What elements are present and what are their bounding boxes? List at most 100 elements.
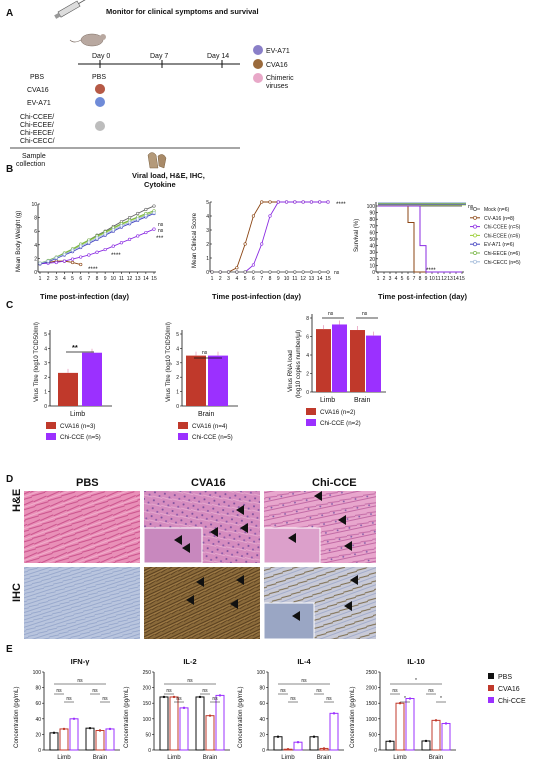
sig-label: * (415, 678, 417, 684)
c3-ytick-label: 6 (306, 335, 309, 341)
sig-label: ns (202, 688, 208, 694)
e-legend-cva16: CVA16 (498, 686, 520, 693)
c3-legend-chi: Chi-CCE (n=2) (320, 420, 361, 427)
data-point (408, 697, 412, 700)
ytick-label: 0 (374, 748, 377, 754)
arrowhead-icon (344, 601, 352, 611)
group-cva16: CVA16 (27, 87, 49, 94)
sig-label: ns (102, 696, 108, 702)
bar (82, 352, 102, 406)
c2-legend-chi-swatch (178, 433, 188, 440)
data-point (322, 747, 326, 750)
e-legend-pbs-swatch (488, 673, 494, 679)
e-legend-chi-swatch (488, 697, 494, 703)
score-xtick-label: 6 (252, 276, 255, 282)
survival-xtick-label: 5 (401, 276, 404, 282)
weight-xtick-label: 9 (104, 276, 107, 282)
weight-xtick-label: 7 (87, 276, 90, 282)
data-point (326, 200, 330, 204)
data-point (293, 200, 297, 204)
c3-ytick-label: 2 (306, 372, 309, 378)
ytick-label: 0 (148, 748, 151, 754)
bar (385, 740, 395, 751)
c2-ytick-label: 1 (176, 390, 179, 396)
data-point (301, 270, 305, 274)
ytick-label: 100 (33, 670, 42, 676)
ytick-label: 60 (35, 701, 41, 707)
category-label: Limb (281, 754, 295, 761)
survival-ytick-label: 90 (369, 211, 375, 217)
bar (195, 696, 205, 751)
cytokine-title: IL-4 (297, 657, 311, 666)
data-point (268, 200, 272, 204)
bar (159, 696, 169, 751)
data-point (251, 263, 256, 267)
ev-a71-dot (95, 97, 105, 107)
survival-ytick-label: 50 (369, 237, 375, 243)
ytick-label: 1500 (366, 701, 377, 707)
data-point (70, 260, 75, 265)
data-point (235, 270, 239, 274)
ytick-label: 0 (262, 748, 265, 754)
arrowhead-icon (314, 491, 322, 501)
c1-ytick-label: 5 (44, 332, 47, 338)
c2-cat: Brain (198, 411, 214, 418)
c2-ytick-label: 2 (176, 375, 179, 381)
c1-ytick-label: 3 (44, 361, 47, 367)
panel-label-d: D (6, 474, 13, 485)
data-point (111, 228, 115, 232)
group-chi-cecc: Chi-CECC/ (20, 138, 55, 145)
e-legend-cva16-swatch (488, 685, 494, 691)
ytick-label: 150 (143, 701, 152, 707)
col-cva16: CVA16 (191, 477, 226, 489)
score-xtick-label: 4 (235, 276, 238, 282)
data-point (108, 727, 112, 731)
bar (105, 728, 115, 751)
weight-xtick-label: 12 (127, 276, 133, 282)
bar (395, 702, 405, 751)
c3-legend-cva16-swatch (306, 408, 316, 415)
legend-marker (473, 224, 477, 229)
series-line (378, 205, 462, 273)
survival-xtick-label: 6 (407, 276, 410, 282)
group-ev-a71: EV-A71 (27, 100, 51, 107)
e-legend-pbs: PBS (498, 674, 512, 681)
cytokine-ylabel: Concentration (pg/mL) (237, 686, 244, 748)
readout-2: Cytokine (144, 180, 176, 189)
weight-xtick-label: 10 (111, 276, 117, 282)
inset-ihc-chi-cce (263, 602, 315, 640)
arrowhead-icon (186, 595, 194, 605)
survival-xtick-label: 12 (441, 276, 447, 282)
data-point (243, 242, 247, 246)
arrowhead-icon (344, 541, 352, 551)
data-point (296, 741, 300, 744)
score-ytick-label: 5 (206, 200, 209, 206)
legend-marker (473, 259, 477, 264)
category-label: Brain (429, 754, 444, 761)
category-label: Limb (393, 754, 407, 761)
legend-label: Mock (n=6) (484, 207, 509, 213)
data-point (52, 731, 56, 735)
data-point (284, 270, 289, 274)
sig-label: ns (392, 688, 398, 694)
survival-ytick-label: 10 (369, 263, 375, 269)
bar (405, 698, 415, 751)
data-point (226, 270, 231, 274)
ytick-label: 2500 (366, 670, 377, 676)
score-ylabel: Mean Clinical Score (191, 212, 198, 268)
score-ytick-label: 2 (206, 242, 209, 248)
data-point (144, 207, 148, 212)
score-xtick-label: 9 (277, 276, 280, 282)
arrowhead-icon (236, 505, 244, 515)
legend-marker (473, 233, 477, 238)
score-ytick-label: 0 (206, 270, 209, 276)
sig-label: ns (56, 688, 62, 694)
survival-sig-4: **** (426, 267, 436, 274)
mouse-icon (69, 33, 106, 47)
bar (49, 732, 59, 751)
score-sig-4: **** (336, 201, 346, 208)
c3-legend-chi-swatch (306, 419, 316, 426)
bar (85, 727, 95, 751)
